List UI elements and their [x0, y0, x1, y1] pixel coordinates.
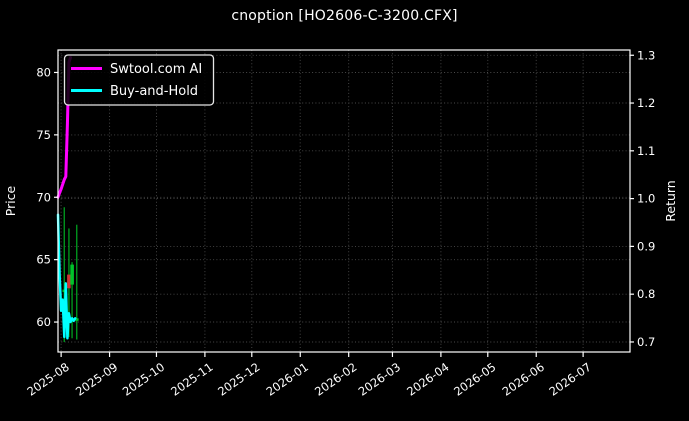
y-right-tick-label: 0.7 [637, 335, 655, 349]
y-left-tick-label: 75 [36, 128, 51, 142]
x-tick-label: 2025-09 [73, 360, 120, 399]
y-right-tick-label: 1.0 [637, 192, 655, 206]
y-right-tick-label: 1.3 [637, 48, 655, 62]
buy-and-hold-line [56, 213, 77, 340]
candle-body-up [62, 289, 67, 293]
legend: Swtool.com AI Buy-and-Hold [63, 54, 215, 106]
y-left-tick-label: 60 [36, 315, 51, 329]
candle-body-up [70, 264, 74, 285]
y-right-tick-label: 0.9 [637, 239, 655, 253]
axis-titles: Price Return [3, 180, 678, 221]
return-axis-label: Return [663, 180, 678, 221]
y-left-tick-label: 70 [36, 190, 51, 204]
x-tick-label: 2026-04 [404, 360, 451, 399]
x-tick-label: 2025-10 [120, 360, 167, 399]
legend-label: Buy-and-Hold [110, 84, 198, 99]
x-tick-label: 2026-07 [546, 360, 593, 399]
plot-border [57, 49, 631, 353]
y-right-tick-label: 1.1 [637, 144, 655, 158]
x-tick-label: 2026-03 [356, 360, 403, 399]
x-tick-label: 2025-12 [215, 360, 262, 399]
chart-title: cnoption [HO2606-C-3200.CFX] [231, 8, 458, 24]
y-left-tick-label: 65 [36, 253, 51, 267]
legend-label: Swtool.com AI [110, 62, 202, 77]
x-tick-label: 2026-05 [451, 360, 498, 399]
y-right-tick-label: 1.2 [637, 96, 655, 110]
axis-ticks [54, 54, 634, 357]
y-right-tick-label: 0.8 [637, 287, 655, 301]
price-axis-label: Price [3, 185, 18, 216]
x-tick-label: 2026-01 [264, 360, 311, 399]
x-tick-label: 2025-08 [24, 360, 71, 399]
x-tick-label: 2026-02 [312, 360, 359, 399]
x-tick-label: 2026-06 [500, 360, 547, 399]
candle-body-up [75, 318, 79, 321]
y-left-tick-label: 80 [36, 65, 51, 79]
candle-body-down [67, 274, 71, 289]
x-tick-label: 2025-11 [168, 360, 215, 399]
